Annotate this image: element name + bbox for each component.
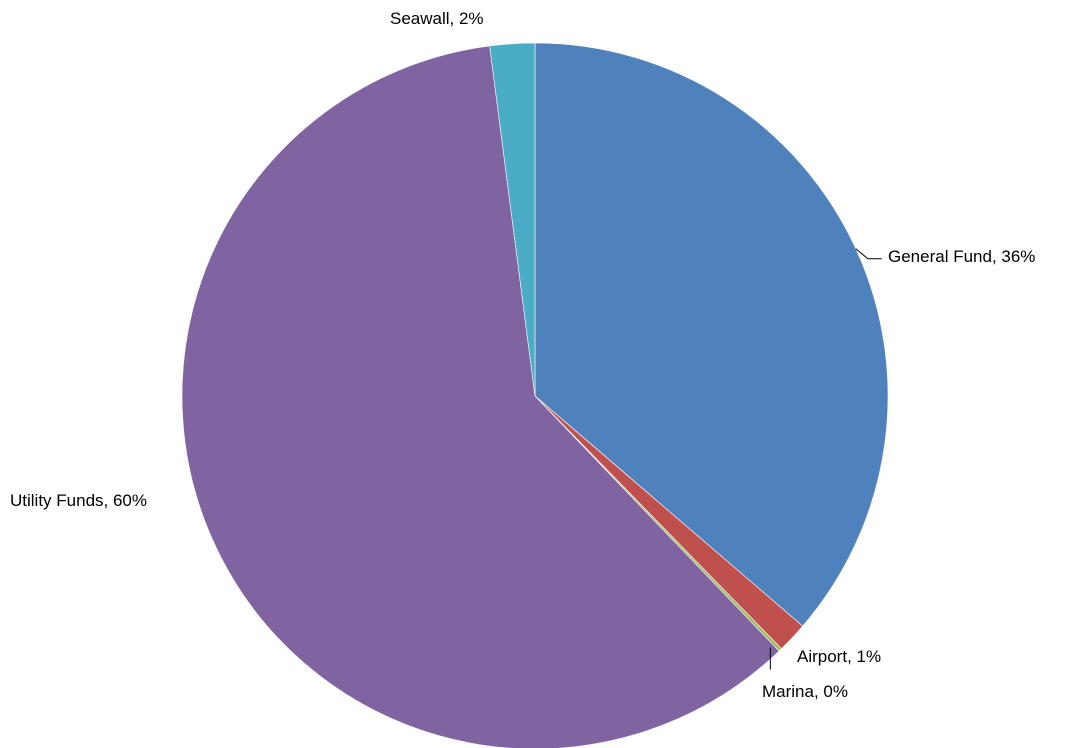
slice-labels: General Fund, 36% Airport, 1% Marina, 0%… — [10, 9, 1035, 701]
pie-slice-utility-funds — [181, 45, 780, 748]
slice-label-utility-funds: Utility Funds, 60% — [10, 491, 147, 510]
pie-slices — [181, 42, 889, 748]
pie-slice-seawall — [489, 42, 536, 397]
leader-lines — [769, 248, 882, 670]
leader-line-general-fund — [855, 248, 882, 260]
slice-label-marina: Marina, 0% — [762, 682, 848, 701]
slice-label-airport: Airport, 1% — [797, 647, 881, 666]
slice-label-general-fund: General Fund, 36% — [888, 247, 1035, 266]
slice-label-seawall: Seawall, 2% — [390, 9, 484, 28]
